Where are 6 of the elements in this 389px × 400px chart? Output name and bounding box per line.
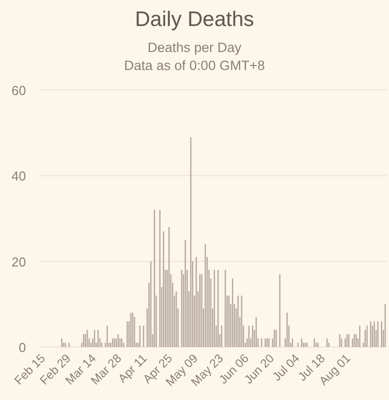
y-tick-label: 60 xyxy=(12,83,26,98)
y-tick-label: 20 xyxy=(12,254,26,270)
chart-subtitle: Deaths per Day Data as of 0:00 GMT+8 xyxy=(124,40,265,73)
y-tick-label: 0 xyxy=(18,340,26,355)
chart-title: Daily Deaths xyxy=(134,8,254,31)
y-tick-label: 40 xyxy=(12,168,26,184)
